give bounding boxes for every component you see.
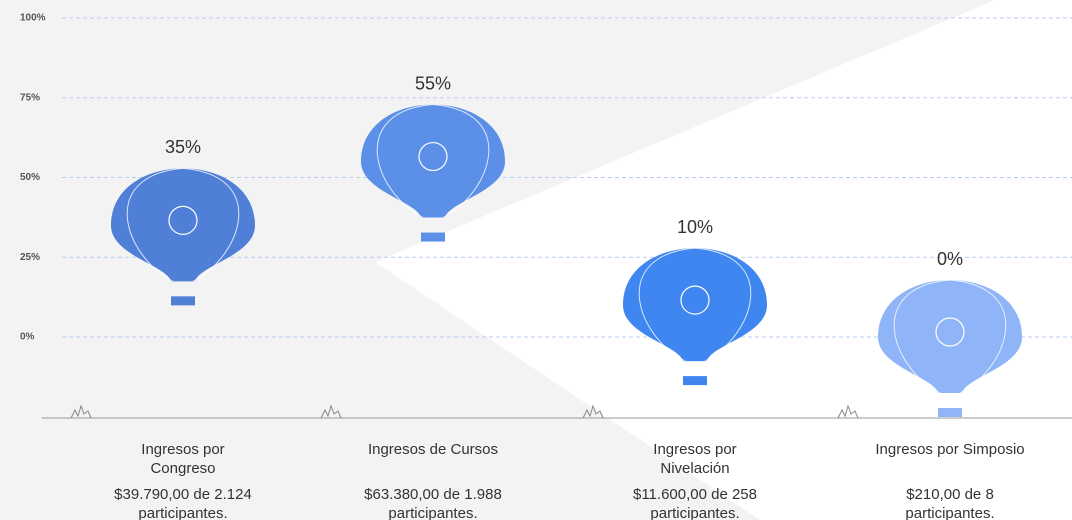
y-tick-label: 25% (20, 252, 40, 263)
value-label: 10% (677, 217, 713, 237)
value-label: 35% (165, 137, 201, 157)
category-label: Ingresos por Simposio (875, 440, 1025, 459)
balloon-basket (683, 376, 707, 385)
y-tick-label: 50% (20, 172, 40, 183)
category-label: Ingresos por Congreso (108, 440, 258, 478)
balloon-envelope (111, 168, 255, 281)
detail-label: $63.380,00 de 1.988 participantes. (333, 485, 533, 520)
balloon-envelope (361, 105, 505, 218)
detail-label: $39.790,00 de 2.124 participantes. (108, 485, 258, 520)
balloon-basket (171, 296, 195, 305)
balloon (111, 168, 255, 305)
value-label: 55% (415, 73, 451, 93)
ground-squiggle (71, 406, 91, 418)
value-label: 0% (937, 249, 963, 269)
page: 0% 25% 50% 75% 100% 35% 55% 10% 0% Ingresos por … (0, 0, 1072, 520)
detail-label: $11.600,00 de 258 participantes. (620, 485, 770, 520)
balloon-basket (938, 408, 962, 417)
detail-label: $210,00 de 8 participantes. (875, 485, 1025, 520)
y-tick-label: 75% (20, 92, 40, 103)
y-tick-label: 100% (20, 13, 46, 24)
balloon-basket (421, 233, 445, 242)
category-label: Ingresos de Cursos (333, 440, 533, 459)
category-label: Ingresos por Nivelación (620, 440, 770, 478)
y-tick-label: 0% (20, 332, 35, 343)
ground-squiggle (321, 406, 341, 418)
